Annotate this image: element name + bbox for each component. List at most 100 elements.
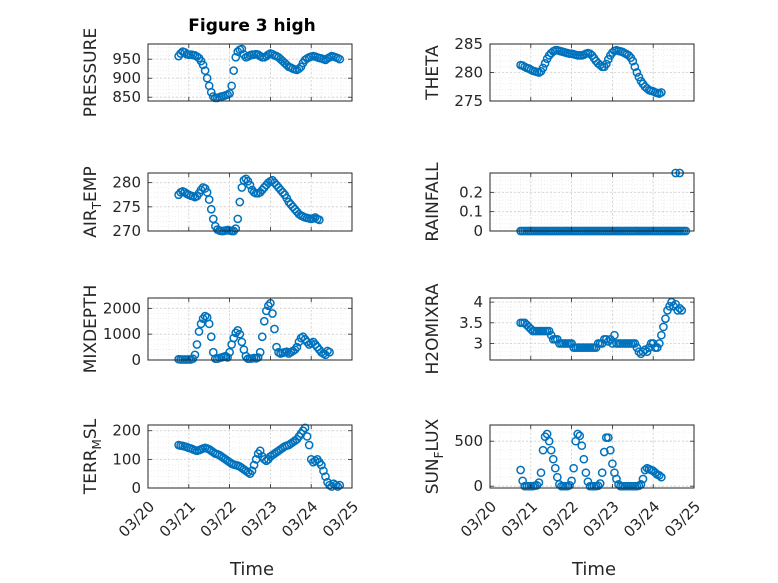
data-point: [231, 52, 241, 62]
series-points: [516, 297, 687, 359]
data-point: [335, 54, 345, 64]
data-point: [540, 59, 550, 68]
data-point: [302, 432, 312, 441]
y-axis-label: THETA: [423, 45, 443, 101]
y-tick-label: 3.5: [459, 314, 483, 332]
axis-frame: [147, 424, 353, 489]
data-point: [642, 347, 652, 357]
data-point: [675, 303, 685, 313]
data-point: [569, 463, 578, 473]
data-point: [608, 339, 617, 348]
data-point: [235, 329, 245, 339]
data-point: [640, 345, 650, 355]
data-point: [268, 309, 277, 318]
data-point: [321, 472, 330, 481]
y-axis-label: SUNFLUX: [423, 418, 446, 494]
axis-frame: [489, 297, 695, 361]
data-point: [632, 68, 642, 77]
axis-frame: [147, 297, 353, 361]
data-point: [612, 474, 621, 484]
data-point: [253, 353, 263, 362]
y-tick-label: 0.2: [459, 183, 483, 201]
data-point: [640, 465, 650, 475]
data-point: [272, 342, 281, 352]
data-point: [630, 339, 640, 348]
y-tick-label: 0: [473, 222, 483, 240]
y-tick-label: 0: [131, 479, 141, 497]
data-point: [255, 446, 265, 456]
x-tick-label: 03/20: [457, 498, 500, 541]
y-tick-label: 850: [112, 88, 141, 106]
data-point: [235, 197, 245, 207]
data-point: [632, 343, 642, 352]
data-point: [206, 204, 216, 214]
x-axis-label-left: Time: [229, 559, 274, 580]
data-point: [200, 66, 210, 75]
y-tick-label: 0.1: [459, 203, 483, 221]
data-point: [657, 472, 666, 482]
data-point: [677, 306, 687, 315]
y-tick-label: 500: [454, 432, 483, 450]
data-point: [206, 87, 216, 97]
plot-area: [490, 173, 694, 231]
data-point: [190, 350, 200, 360]
data-point: [673, 306, 683, 315]
data-point: [245, 180, 255, 190]
data-point: [237, 337, 247, 347]
data-point: [667, 297, 676, 307]
data-point: [331, 480, 341, 490]
data-point: [255, 347, 265, 357]
data-point: [192, 340, 202, 349]
subplot-air: 270 275 280 AIRTEMP: [81, 166, 353, 240]
data-point: [208, 92, 218, 101]
axis-frame: [489, 172, 695, 232]
data-point: [310, 456, 320, 466]
axis-frame: [147, 172, 353, 232]
data-point: [597, 468, 607, 478]
data-point: [603, 433, 613, 442]
data-point: [243, 467, 253, 477]
data-point: [333, 482, 343, 491]
data-point: [257, 332, 267, 342]
x-tick-label: 03/21: [498, 498, 541, 541]
data-point: [657, 330, 666, 340]
data-point: [237, 44, 247, 54]
x-tick-label: 03/22: [197, 498, 240, 541]
subplot-theta: 275 280 285 THETA: [423, 35, 695, 110]
axis-frame: [147, 43, 353, 102]
data-point: [548, 454, 558, 464]
series-points: [174, 298, 334, 364]
data-point: [198, 60, 208, 70]
series-points: [174, 423, 345, 491]
y-tick-label: 900: [112, 69, 141, 87]
data-point: [573, 429, 583, 439]
data-point: [229, 66, 239, 75]
data-point: [325, 347, 334, 357]
subplot-rainfall: 00.1 0.2 RAINFALL: [423, 162, 695, 242]
data-point: [593, 481, 603, 491]
data-point: [581, 468, 591, 478]
figure-title: Figure 3 high: [188, 16, 316, 36]
data-point: [654, 339, 664, 348]
y-tick-label: 100: [112, 450, 141, 468]
data-point: [292, 342, 302, 352]
data-point: [229, 333, 239, 343]
data-point: [278, 187, 287, 197]
data-point: [206, 332, 216, 342]
data-point: [577, 441, 587, 451]
data-point: [628, 56, 638, 66]
data-point: [335, 480, 345, 490]
data-point: [546, 445, 556, 455]
data-point: [233, 214, 243, 224]
data-point: [518, 476, 527, 486]
data-point: [231, 224, 241, 233]
data-point: [595, 60, 605, 70]
y-tick-label: 275: [454, 92, 483, 110]
y-tick-label: 280: [454, 64, 483, 82]
y-tick-label: 3: [473, 334, 483, 352]
data-point: [325, 480, 334, 490]
x-tick-label: 03/25: [319, 498, 362, 541]
